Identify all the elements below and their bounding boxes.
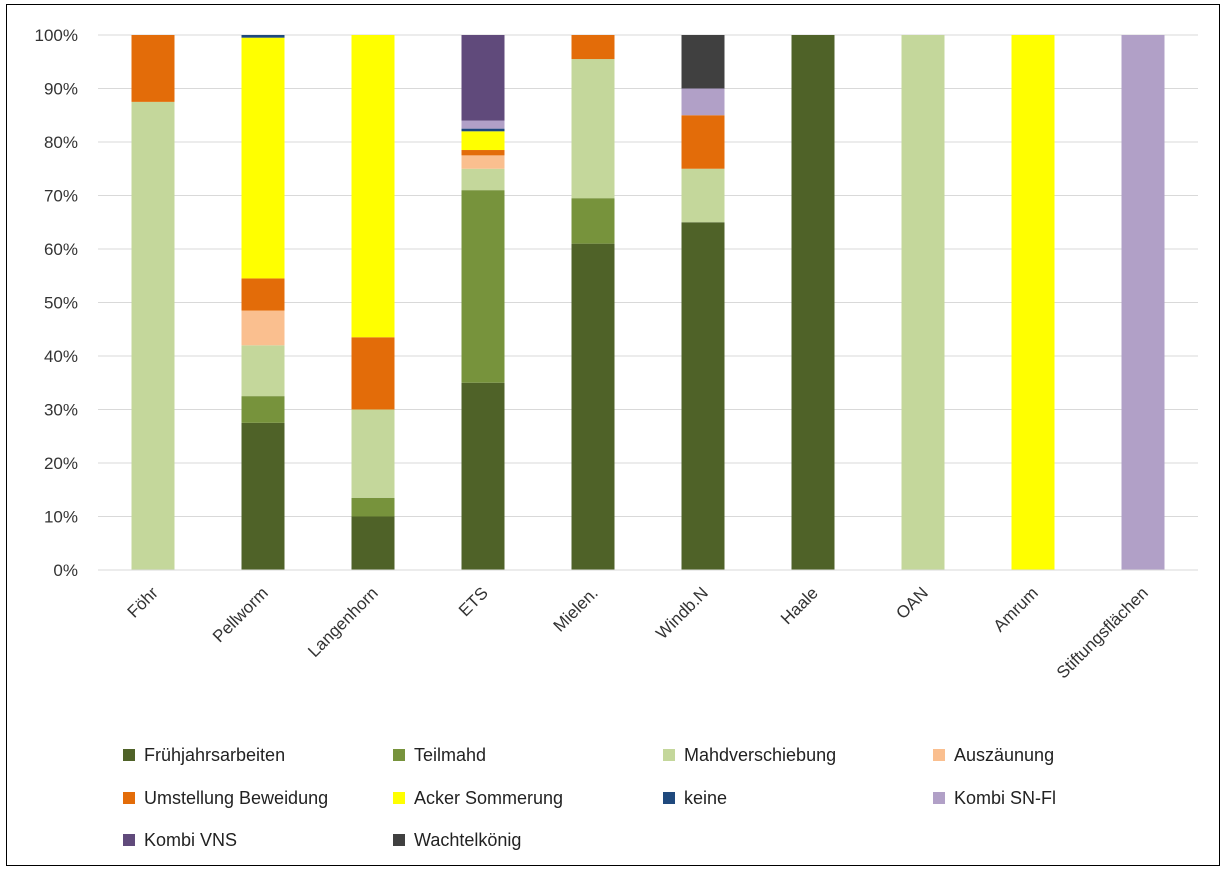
bar-segment-3-5 (351, 337, 395, 410)
legend-label: Wachtelkönig (414, 830, 521, 850)
bar-segment-2-1 (241, 422, 285, 570)
x-tick-label: Mielen. (550, 583, 602, 635)
y-tick-label: 0% (53, 561, 78, 580)
bar-segment-2-4 (241, 310, 285, 346)
bar-segment-6-1 (681, 222, 725, 570)
bar-segment-7-1 (791, 35, 835, 570)
legend-label: keine (684, 788, 727, 808)
legend-swatch (663, 792, 675, 804)
bar-segment-6-10 (681, 35, 725, 89)
bar-segment-4-2 (461, 190, 505, 383)
bar-segment-1-3 (131, 101, 175, 570)
x-axis-ticks: Föhr Pellworm Langenhorn ETS Mielen. Windb.N H… (124, 583, 1152, 682)
x-tick-label: Langenhorn (304, 583, 382, 661)
y-tick-label: 30% (44, 401, 78, 420)
legend-label: Auszäunung (954, 745, 1054, 765)
bar-segment-3-1 (351, 516, 395, 570)
bar-segment-5-2 (571, 198, 615, 244)
legend-label: Kombi VNS (144, 830, 237, 850)
y-tick-label: 80% (44, 133, 78, 152)
legend-swatch (663, 749, 675, 761)
y-tick-label: 70% (44, 187, 78, 206)
bar-segment-3-3 (351, 409, 395, 498)
y-tick-label: 100% (35, 26, 78, 45)
legend-swatch (933, 749, 945, 761)
bars (131, 35, 1165, 570)
bar-segment-2-7 (241, 35, 285, 38)
bar-segment-9-6 (1011, 35, 1055, 570)
x-tick-label: Stiftungsflächen (1053, 583, 1152, 682)
x-tick-label: Pellworm (209, 583, 272, 646)
legend-label: Teilmahd (414, 745, 486, 765)
bar-segment-4-7 (461, 128, 505, 132)
bar-segment-5-3 (571, 59, 615, 199)
legend-swatch (123, 749, 135, 761)
bar-segment-6-5 (681, 115, 725, 169)
bar-segment-2-6 (241, 37, 285, 279)
bar-segment-4-8 (461, 120, 505, 129)
bar-segment-10-8 (1121, 35, 1165, 570)
y-tick-label: 40% (44, 347, 78, 366)
bar-segment-6-8 (681, 88, 725, 116)
legend-label: Umstellung Beweidung (144, 788, 328, 808)
bar-segment-5-1 (571, 243, 615, 570)
legend-swatch (123, 792, 135, 804)
bar-segment-4-9 (461, 35, 505, 121)
x-tick-label: Windb.N (652, 583, 712, 643)
bar-segment-4-6 (461, 131, 505, 151)
legend-label: Mahdverschiebung (684, 745, 836, 765)
bar-segment-4-4 (461, 155, 505, 169)
bar-segment-8-3 (901, 35, 945, 570)
y-tick-label: 60% (44, 240, 78, 259)
legend-swatch (393, 834, 405, 846)
x-tick-label: ETS (455, 583, 492, 620)
bar-segment-1-5 (131, 35, 175, 102)
bar-segment-4-3 (461, 168, 505, 191)
y-tick-label: 10% (44, 508, 78, 527)
x-tick-label: Haale (777, 583, 822, 628)
bar-segment-6-3 (681, 168, 725, 223)
bar-segment-2-2 (241, 396, 285, 423)
bar-segment-4-1 (461, 382, 505, 570)
y-tick-label: 50% (44, 294, 78, 313)
x-tick-label: Amrum (990, 583, 1042, 635)
bar-segment-2-5 (241, 278, 285, 311)
legend: Frühjahrsarbeiten Teilmahd Mahdverschiebun… (123, 745, 1056, 850)
bar-segment-4-5 (461, 150, 505, 156)
legend-label: Acker Sommerung (414, 788, 563, 808)
y-tick-label: 20% (44, 454, 78, 473)
x-tick-label: OAN (892, 583, 931, 622)
legend-label: Kombi SN-Fl (954, 788, 1056, 808)
y-axis-ticks: 0% 10% 20% 30% 40% 50% 60% 70% 80% 90% 100% (35, 26, 78, 580)
legend-label: Frühjahrsarbeiten (144, 745, 285, 765)
bar-segment-3-6 (351, 35, 395, 338)
legend-swatch (393, 749, 405, 761)
legend-swatch (123, 834, 135, 846)
legend-swatch (393, 792, 405, 804)
x-tick-label: Föhr (124, 583, 162, 621)
bar-segment-5-5 (571, 35, 615, 60)
legend-swatch (933, 792, 945, 804)
bar-segment-3-2 (351, 497, 395, 517)
y-tick-label: 90% (44, 80, 78, 99)
bar-segment-2-3 (241, 345, 285, 397)
